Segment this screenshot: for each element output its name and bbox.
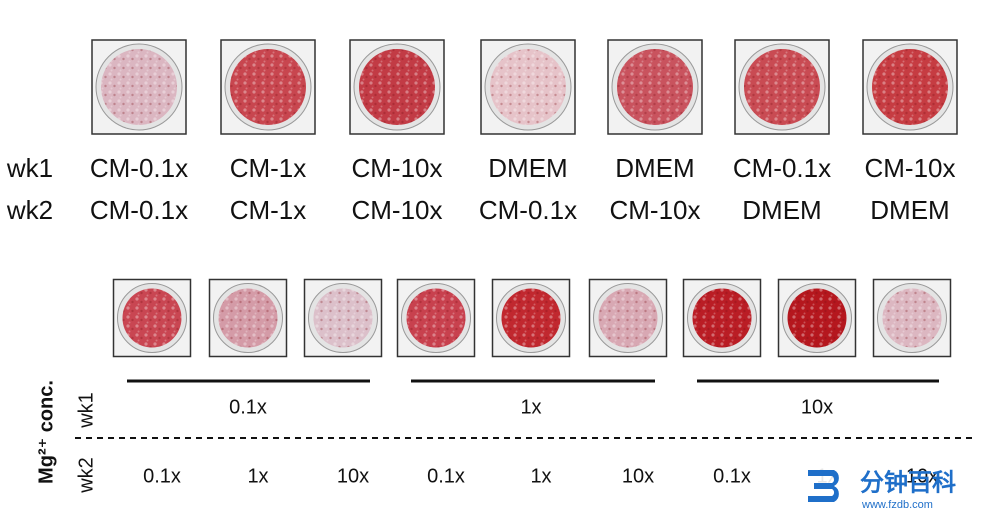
well-texture	[313, 288, 373, 348]
wk2-label: CM-1x	[230, 195, 307, 225]
axis-label: Mg²⁺ conc.	[35, 380, 57, 484]
wk2-label: DMEM	[870, 195, 949, 225]
wk1-label: 0.1x	[229, 396, 267, 418]
well-texture	[598, 288, 658, 348]
wk1-label: DMEM	[615, 153, 694, 183]
well-texture	[692, 288, 752, 348]
watermark-logo	[808, 470, 839, 502]
wk1-label: CM-10x	[864, 153, 955, 183]
wk2-label: 1x	[247, 465, 268, 487]
well-texture	[882, 288, 942, 348]
wk2-label: 10x	[906, 465, 938, 487]
wk1-label: CM-0.1x	[733, 153, 831, 183]
well-texture	[122, 288, 182, 348]
wk2-label: CM-0.1x	[90, 195, 188, 225]
well-texture	[744, 49, 820, 125]
row-label: wk2	[75, 457, 97, 494]
wk2-label: CM-0.1x	[479, 195, 577, 225]
well-texture	[617, 49, 693, 125]
wk1-label: CM-10x	[351, 153, 442, 183]
wk2-label: 0.1x	[713, 465, 751, 487]
row-label: wk1	[75, 392, 97, 429]
well-texture	[101, 49, 177, 125]
wk2-label: 10x	[622, 465, 654, 487]
wk1-label: DMEM	[488, 153, 567, 183]
well-texture	[406, 288, 466, 348]
wk2-label: 10x	[337, 465, 369, 487]
wk2-label: CM-10x	[609, 195, 700, 225]
wk2-label: 0.1x	[427, 465, 465, 487]
row-label: wk1	[6, 153, 53, 183]
watermark: 分钟百科 www.fzdb.com	[803, 466, 956, 511]
wk2-label: CM-10x	[351, 195, 442, 225]
wk2-label: 0.1x	[143, 465, 181, 487]
wk2-label: DMEM	[742, 195, 821, 225]
row-label: wk2	[6, 195, 53, 225]
well-texture	[359, 49, 435, 125]
watermark-title: 分钟百科	[860, 469, 956, 496]
wk1-label: 1x	[520, 396, 541, 418]
wk1-label: CM-0.1x	[90, 153, 188, 183]
wk1-label: 10x	[801, 396, 833, 418]
well-texture	[872, 49, 948, 125]
wk1-label: CM-1x	[230, 153, 307, 183]
well-texture	[218, 288, 278, 348]
wk2-label: 1x	[530, 465, 551, 487]
watermark-url: www.fzdb.com	[861, 499, 933, 511]
well-texture	[501, 288, 561, 348]
well-texture	[787, 288, 847, 348]
well-texture	[230, 49, 306, 125]
well-texture	[490, 49, 566, 125]
